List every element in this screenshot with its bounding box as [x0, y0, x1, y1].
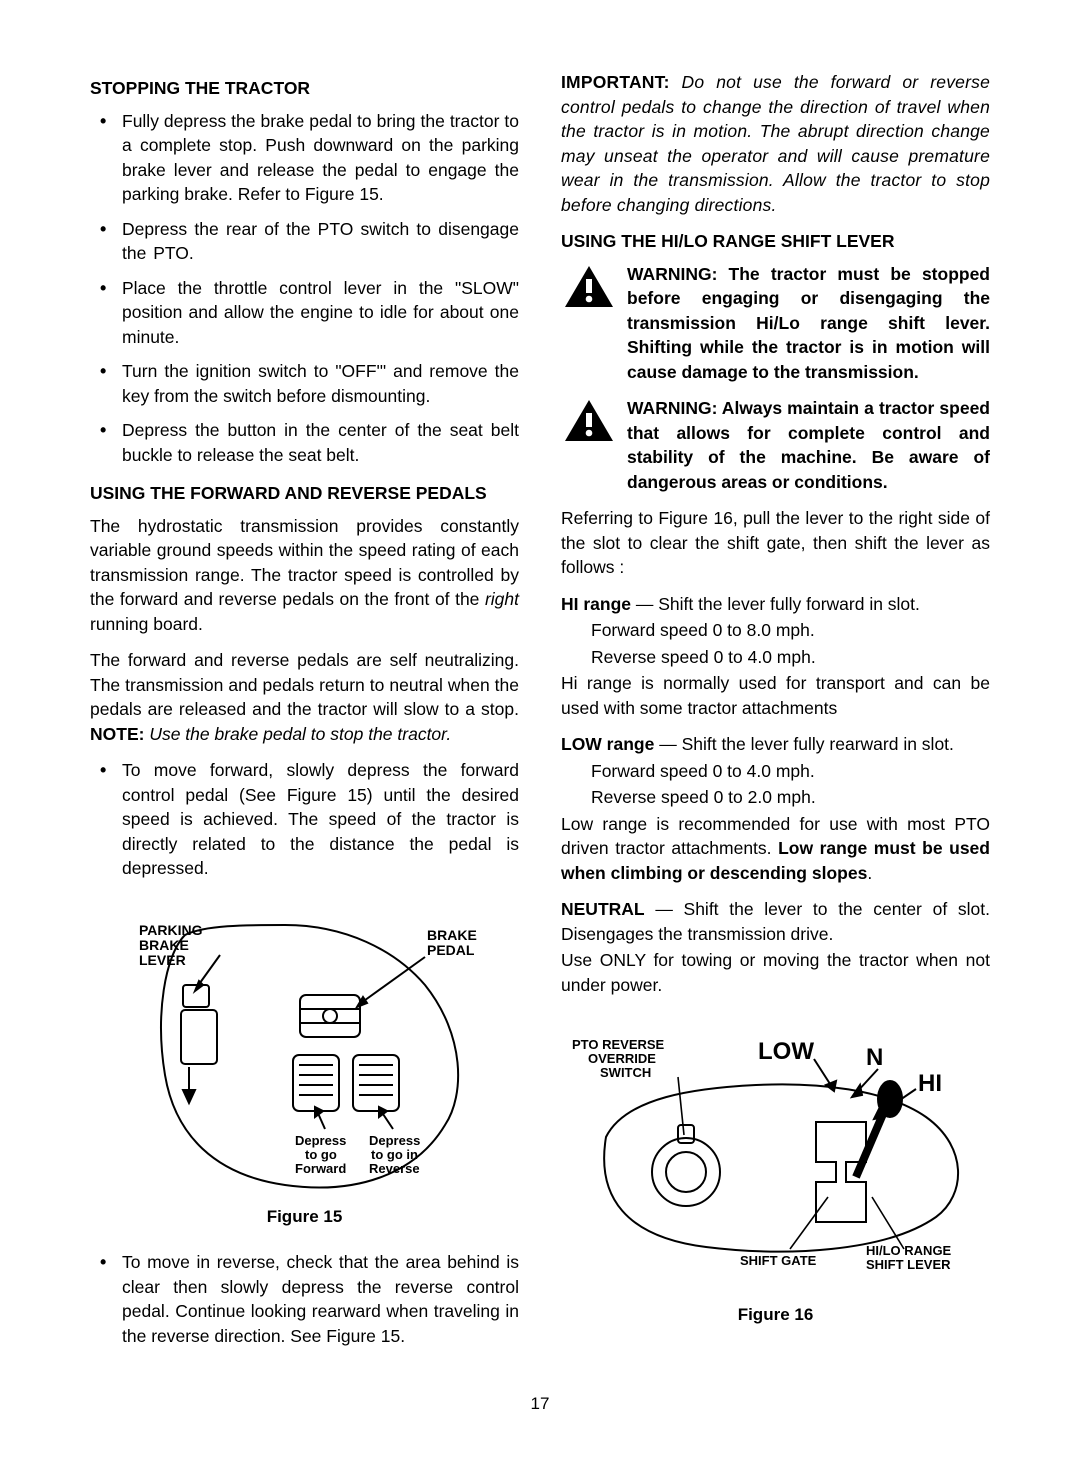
fig16-label-pto: PTO REVERSE OVERRIDE SWITCH: [572, 1037, 668, 1080]
low-range-line: LOW range — Shift the lever fully rearwa…: [561, 732, 990, 757]
fig16-label-shiftgate: SHIFT GATE: [740, 1253, 817, 1268]
low-fwd-speed: Forward speed 0 to 4.0 mph.: [561, 759, 990, 784]
figure-16-svg: PTO REVERSE OVERRIDE SWITCH LOW N HI SHI…: [566, 1027, 986, 1277]
text: The hydrostatic transmission provides co…: [90, 516, 519, 610]
fig16-label-shiftlever: HI/LO RANGE SHIFT LEVER: [866, 1243, 955, 1272]
text: The forward and reverse pedals are self …: [90, 650, 519, 719]
left-column: STOPPING THE TRACTOR Fully depress the b…: [90, 70, 519, 1362]
list-item: Depress the rear of the PTO switch to di…: [90, 217, 519, 266]
figure-15-caption: Figure 15: [267, 1205, 343, 1229]
list-item: Turn the ignition switch to "OFF'" and r…: [90, 359, 519, 408]
warning-1-text: WARNING: The tractor must be stopped bef…: [627, 262, 990, 385]
important-label: IMPORTANT:: [561, 72, 670, 92]
hilo-intro: Referring to Figure 16, pull the lever t…: [561, 506, 990, 580]
fig15-label-brake: BRAKE PEDAL: [427, 927, 481, 958]
hi-range-label: HI range: [561, 594, 631, 614]
warning-2-text: WARNING: Always maintain a tractor speed…: [627, 396, 990, 494]
low-rev-speed: Reverse speed 0 to 2.0 mph.: [561, 785, 990, 810]
fr-bullet-list-bottom: To move in reverse, check that the area …: [90, 1250, 519, 1348]
warning-1: WARNING: The tractor must be stopped bef…: [561, 262, 990, 385]
page-number: 17: [90, 1392, 990, 1416]
fig16-label-hi: HI: [918, 1070, 942, 1097]
figure-16-caption: Figure 16: [738, 1303, 814, 1327]
text: .: [867, 863, 872, 883]
warning-icon: [561, 396, 617, 444]
fig15-label-depress-fwd: Depress to go Forward: [295, 1133, 350, 1176]
fr-pedals-title: USING THE FORWARD AND REVERSE PEDALS: [90, 481, 519, 506]
text: running board.: [90, 614, 203, 634]
right-column: IMPORTANT: Do not use the forward or rev…: [561, 70, 990, 1362]
list-item: Depress the button in the center of the …: [90, 418, 519, 467]
list-item: Fully depress the brake pedal to bring t…: [90, 109, 519, 207]
important-para: IMPORTANT: Do not use the forward or rev…: [561, 70, 990, 217]
important-text: Do not use the forward or reverse contro…: [561, 72, 990, 215]
low-range-label: LOW range: [561, 734, 654, 754]
hi-fwd-speed: Forward speed 0 to 8.0 mph.: [561, 618, 990, 643]
note-text: Use the brake pedal to stop the tractor.: [144, 724, 451, 744]
figure-16: PTO REVERSE OVERRIDE SWITCH LOW N HI SHI…: [561, 1027, 990, 1343]
fig15-label-parking: PARKING BRAKE LEVER: [139, 922, 206, 968]
fr-para-2: The forward and reverse pedals are self …: [90, 648, 519, 746]
neutral-line: NEUTRAL — Shift the lever to the center …: [561, 897, 990, 946]
fig16-label-n: N: [866, 1044, 883, 1071]
neutral-use: Use ONLY for towing or moving the tracto…: [561, 948, 990, 997]
list-item: Place the throttle control lever in the …: [90, 276, 519, 350]
fig15-label-depress-rev: Depress to go in Reverse: [369, 1133, 424, 1176]
two-column-layout: STOPPING THE TRACTOR Fully depress the b…: [90, 70, 990, 1362]
neutral-label: NEUTRAL: [561, 899, 645, 919]
warning-icon: [561, 262, 617, 310]
hilo-title: USING THE HI/LO RANGE SHIFT LEVER: [561, 229, 990, 254]
low-range-desc: — Shift the lever fully rearward in slot…: [654, 734, 954, 754]
figure-15-svg: PARKING BRAKE LEVER BRAKE PEDAL Depress …: [125, 895, 485, 1195]
warning-2: WARNING: Always maintain a tractor speed…: [561, 396, 990, 494]
hi-note: Hi range is normally used for transport …: [561, 671, 990, 720]
low-note: Low range is recommended for use with mo…: [561, 812, 990, 886]
fig16-label-low: LOW: [758, 1038, 814, 1065]
figure-15: PARKING BRAKE LEVER BRAKE PEDAL Depress …: [90, 895, 519, 1245]
fr-para-1: The hydrostatic transmission provides co…: [90, 514, 519, 637]
hi-range-line: HI range — Shift the lever fully forward…: [561, 592, 990, 617]
stopping-bullet-list: Fully depress the brake pedal to bring t…: [90, 109, 519, 468]
list-item: To move forward, slowly depress the forw…: [90, 758, 519, 881]
hi-range-desc: — Shift the lever fully forward in slot.: [631, 594, 920, 614]
hi-rev-speed: Reverse speed 0 to 4.0 mph.: [561, 645, 990, 670]
list-item: To move in reverse, check that the area …: [90, 1250, 519, 1348]
stopping-title: STOPPING THE TRACTOR: [90, 76, 519, 101]
note-label: NOTE:: [90, 724, 144, 744]
text-italic: right: [485, 589, 519, 609]
fr-bullet-list-top: To move forward, slowly depress the forw…: [90, 758, 519, 881]
